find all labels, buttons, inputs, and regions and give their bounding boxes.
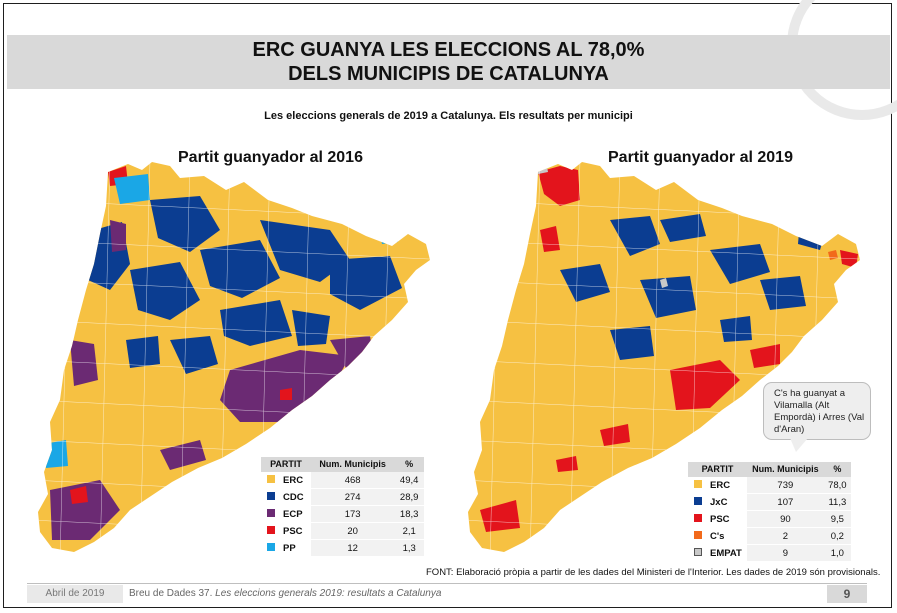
legend-swatch	[694, 547, 702, 556]
legend-num: 468	[310, 472, 395, 489]
legend-party: JxC	[706, 493, 747, 511]
legend-party: ECP	[279, 505, 311, 523]
legend-2016: PARTIT Num. Municipis % ERC 468 49,4 CDC…	[261, 457, 424, 557]
map-2016-title: Partit guanyador al 2016	[178, 149, 363, 166]
legend-party: PSC	[706, 510, 747, 528]
legend-swatch	[267, 508, 275, 517]
legend-row: PSC 90 9,5	[688, 510, 851, 528]
page-number: 9	[827, 585, 867, 603]
page-frame	[3, 3, 892, 608]
legend-party: PP	[279, 539, 311, 557]
footer-document: Breu de Dades 37. Les eleccions generals…	[129, 585, 441, 603]
legend-num: 9	[747, 544, 824, 562]
legend-pct: 2,1	[394, 522, 424, 540]
legend-pct: 1,3	[394, 539, 424, 557]
legend-num: 20	[310, 522, 395, 540]
legend-party: PSC	[279, 522, 311, 540]
title-banner: ERC GUANYA LES ELECCIONS AL 78,0% DELS M…	[7, 35, 890, 89]
legend-row: ERC 739 78,0	[688, 477, 851, 494]
legend-pct: 11,3	[823, 493, 851, 511]
callout-bubble: C's ha guanyat a Vilamalla (Alt Empordà)…	[763, 382, 871, 440]
legend-pct: 9,5	[823, 510, 851, 528]
map-2019	[460, 160, 880, 565]
catalonia-map-2019	[468, 162, 860, 552]
footer-doc-title: Les eleccions generals 2019: resultats a…	[215, 588, 442, 599]
legend-num: 90	[747, 510, 824, 528]
footer-doc-prefix: Breu de Dades 37.	[129, 588, 213, 599]
legend-party: EMPAT	[706, 544, 747, 562]
legend-swatch	[694, 479, 702, 488]
legend-swatch	[267, 525, 275, 534]
legend-swatch	[267, 542, 275, 551]
legend-party: C's	[706, 527, 747, 545]
legend-swatch	[694, 530, 702, 539]
legend-swatch	[267, 474, 275, 483]
legend-header-party: PARTIT	[261, 457, 311, 472]
page-footer: Abril de 2019 Breu de Dades 37. Les elec…	[27, 583, 867, 604]
source-note: FONT: Elaboració pròpia a partir de les …	[426, 567, 881, 578]
legend-row: C's 2 0,2	[688, 527, 851, 545]
legend-row: JxC 107 11,3	[688, 493, 851, 511]
footer-date: Abril de 2019	[27, 585, 123, 603]
legend-swatch	[694, 513, 702, 522]
legend-header-pct: %	[394, 457, 424, 472]
legend-header-num: Num. Municipis	[310, 457, 395, 472]
legend-swatch	[267, 491, 275, 500]
callout-tail	[790, 438, 808, 452]
legend-pct: 0,2	[823, 527, 851, 545]
legend-num: 107	[747, 493, 824, 511]
legend-row: ECP 173 18,3	[261, 505, 424, 523]
map-2019-title: Partit guanyador al 2019	[608, 149, 793, 166]
legend-row: EMPAT 9 1,0	[688, 544, 851, 562]
legend-2019: PARTIT Num. Municipis % ERC 739 78,0 JxC…	[688, 462, 851, 562]
legend-pct: 49,4	[394, 472, 424, 489]
legend-num: 739	[747, 477, 824, 494]
legend-pct: 1,0	[823, 544, 851, 562]
legend-party: CDC	[279, 488, 311, 506]
legend-num: 274	[310, 488, 395, 506]
legend-num: 2	[747, 527, 824, 545]
catalonia-map-2016	[38, 162, 430, 552]
page-subtitle: Les eleccions generals de 2019 a Catalun…	[264, 110, 633, 122]
page-title-line1: ERC GUANYA LES ELECCIONS AL 78,0%	[252, 39, 645, 61]
map-2016	[30, 160, 450, 565]
legend-header-pct: %	[823, 462, 851, 477]
legend-header-num: Num. Municipis	[747, 462, 824, 477]
legend-swatch	[694, 496, 702, 505]
legend-party: ERC	[279, 472, 311, 489]
legend-row: PSC 20 2,1	[261, 522, 424, 540]
legend-header-party: PARTIT	[688, 462, 747, 477]
legend-num: 173	[310, 505, 395, 523]
legend-party: ERC	[706, 477, 747, 494]
legend-pct: 78,0	[823, 477, 851, 494]
legend-row: CDC 274 28,9	[261, 488, 424, 506]
page-title-line2: DELS MUNICIPIS DE CATALUNYA	[288, 63, 609, 85]
legend-pct: 18,3	[394, 505, 424, 523]
legend-row: ERC 468 49,4	[261, 472, 424, 489]
legend-row: PP 12 1,3	[261, 539, 424, 557]
legend-num: 12	[310, 539, 395, 557]
legend-pct: 28,9	[394, 488, 424, 506]
